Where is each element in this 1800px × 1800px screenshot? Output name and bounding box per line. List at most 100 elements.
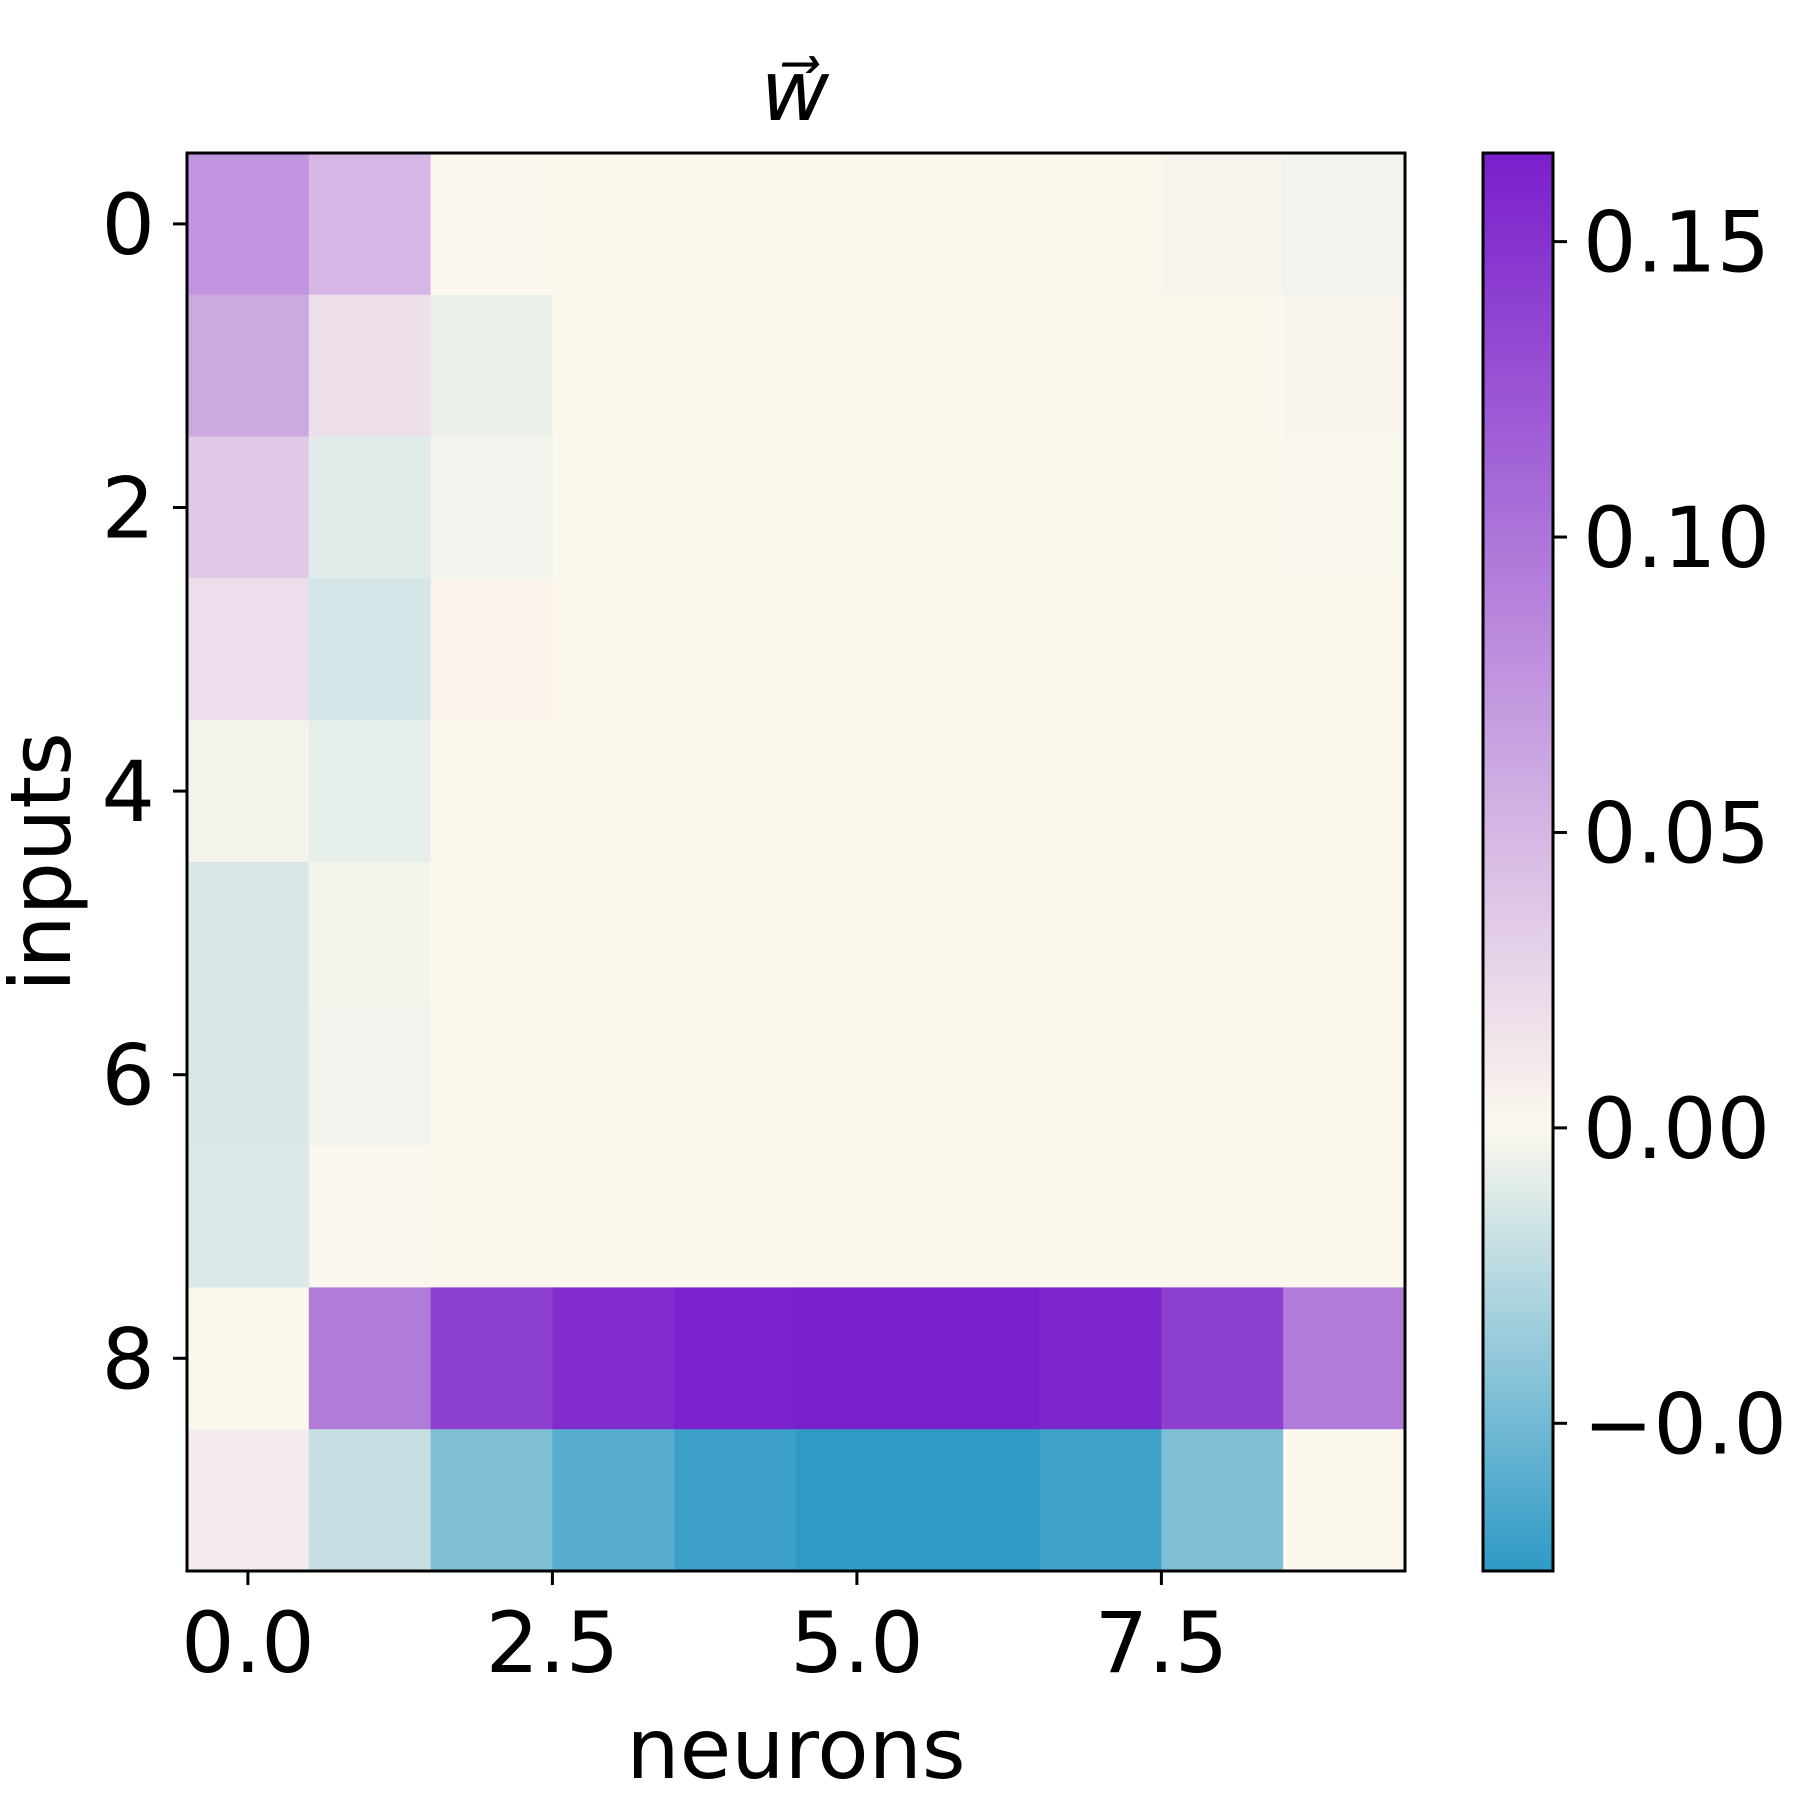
heatmap-cell — [1039, 1429, 1162, 1572]
heatmap-cell — [1283, 862, 1406, 1005]
heatmap-cell — [796, 153, 919, 296]
heatmap-cell — [308, 294, 432, 438]
y-tick-label: 2 — [102, 460, 155, 558]
heatmap-cell — [917, 720, 1041, 863]
heatmap-cell — [1283, 436, 1406, 579]
heatmap-cell — [1039, 1145, 1162, 1288]
heatmap-cell — [917, 862, 1041, 1005]
heatmap-cell — [1283, 1145, 1406, 1288]
x-tick-label: 2.5 — [486, 1594, 620, 1692]
heatmap-cells — [187, 153, 1406, 1572]
heatmap-cell — [552, 153, 675, 296]
heatmap-cell — [917, 153, 1041, 296]
heatmap-cell — [917, 1287, 1041, 1430]
heatmap-cell — [796, 578, 919, 721]
heatmap-cell — [552, 578, 675, 721]
heatmap-cell — [308, 862, 432, 1005]
heatmap-cell — [430, 294, 553, 438]
heatmap-cell — [1161, 1429, 1284, 1572]
colorbar-tick-label: 0.15 — [1583, 194, 1770, 292]
colorbar-tick-label: −0.0 — [1583, 1375, 1787, 1473]
heatmap-cell — [1161, 1287, 1284, 1430]
heatmap-cell — [796, 1287, 919, 1430]
y-axis-ticks: 0 2 4 6 8 — [102, 176, 187, 1408]
x-tick-label: 0.0 — [181, 1594, 315, 1692]
x-tick-label: 7.5 — [1095, 1594, 1229, 1692]
colorbar-tick-label: 0.05 — [1583, 784, 1770, 882]
heatmap-cell — [917, 294, 1041, 438]
heatmap-cell — [1283, 1287, 1406, 1430]
heatmap-cell — [674, 1429, 797, 1572]
heatmap-cell — [187, 294, 310, 438]
heatmap-cell — [1283, 1003, 1406, 1147]
heatmap-cell — [430, 862, 553, 1005]
heatmap-cell — [1283, 153, 1406, 296]
heatmap-cell — [187, 1003, 310, 1147]
heatmap-cell — [674, 436, 797, 579]
heatmap-cell — [430, 720, 553, 863]
heatmap-cell — [674, 862, 797, 1005]
heatmap-cell — [552, 720, 675, 863]
x-tick-label: 5.0 — [790, 1594, 924, 1692]
heatmap-cell — [796, 294, 919, 438]
heatmap-cell — [917, 1429, 1041, 1572]
heatmap-cell — [1039, 720, 1162, 863]
colorbar-tick-label: 0.00 — [1583, 1080, 1770, 1178]
heatmap-cell — [796, 862, 919, 1005]
colorbar — [1481, 151, 1555, 1573]
y-axis-label: inputs — [0, 732, 90, 992]
heatmap-cell — [308, 720, 432, 863]
y-tick-label: 8 — [102, 1310, 155, 1408]
heatmap-cell — [430, 436, 553, 579]
heatmap-cell — [1039, 1003, 1162, 1147]
heatmap-cell — [1161, 578, 1284, 721]
heatmap-cell — [552, 294, 675, 438]
heatmap-cell — [1039, 436, 1162, 579]
heatmap-cell — [1283, 720, 1406, 863]
heatmap-cell — [430, 153, 553, 296]
y-tick-label: 6 — [102, 1027, 155, 1125]
heatmap-cell — [187, 436, 310, 579]
heatmap-cell — [674, 153, 797, 296]
heatmap-cell — [187, 1287, 310, 1430]
y-tick-label: 0 — [102, 176, 155, 274]
heatmap-cell — [430, 578, 553, 721]
heatmap-cell — [430, 1287, 553, 1430]
heatmap-cell — [308, 1003, 432, 1147]
heatmap-cell — [552, 1145, 675, 1288]
heatmap-cell — [187, 1429, 310, 1572]
heatmap-cell — [674, 720, 797, 863]
heatmap-cell — [552, 436, 675, 579]
heatmap-cell — [308, 1287, 432, 1430]
heatmap-cell — [917, 1003, 1041, 1147]
heatmap-cell — [308, 436, 432, 579]
heatmap-cell — [1161, 436, 1284, 579]
heatmap-cell — [917, 1145, 1041, 1288]
heatmap-cell — [308, 578, 432, 721]
heatmap-cell — [552, 862, 675, 1005]
heatmap-cell — [1161, 862, 1284, 1005]
heatmap-cell — [796, 720, 919, 863]
heatmap-cell — [187, 153, 310, 296]
heatmap-cell — [1161, 1003, 1284, 1147]
heatmap-cell — [796, 1003, 919, 1147]
heatmap-cell — [917, 436, 1041, 579]
heatmap-cell — [917, 578, 1041, 721]
colorbar-tick-label: 0.10 — [1583, 489, 1770, 587]
heatmap-cell — [1283, 1429, 1406, 1572]
heatmap-cell — [1039, 153, 1162, 296]
heatmap-cell — [552, 1003, 675, 1147]
heatmap-cell — [1039, 1287, 1162, 1430]
heatmap-cell — [187, 862, 310, 1005]
heatmap-cell — [674, 1145, 797, 1288]
heatmap-cell — [187, 720, 310, 863]
heatmap-cell — [1161, 1145, 1284, 1288]
heatmap-cell — [430, 1145, 553, 1288]
heatmap-cell — [674, 578, 797, 721]
heatmap-cell — [308, 1429, 432, 1572]
heatmap-cell — [308, 1145, 432, 1288]
colorbar-ticks: 0.15 0.10 0.05 0.00 −0.0 — [1553, 194, 1787, 1473]
heatmap-cell — [187, 1145, 310, 1288]
heatmap-cell — [1161, 294, 1284, 438]
